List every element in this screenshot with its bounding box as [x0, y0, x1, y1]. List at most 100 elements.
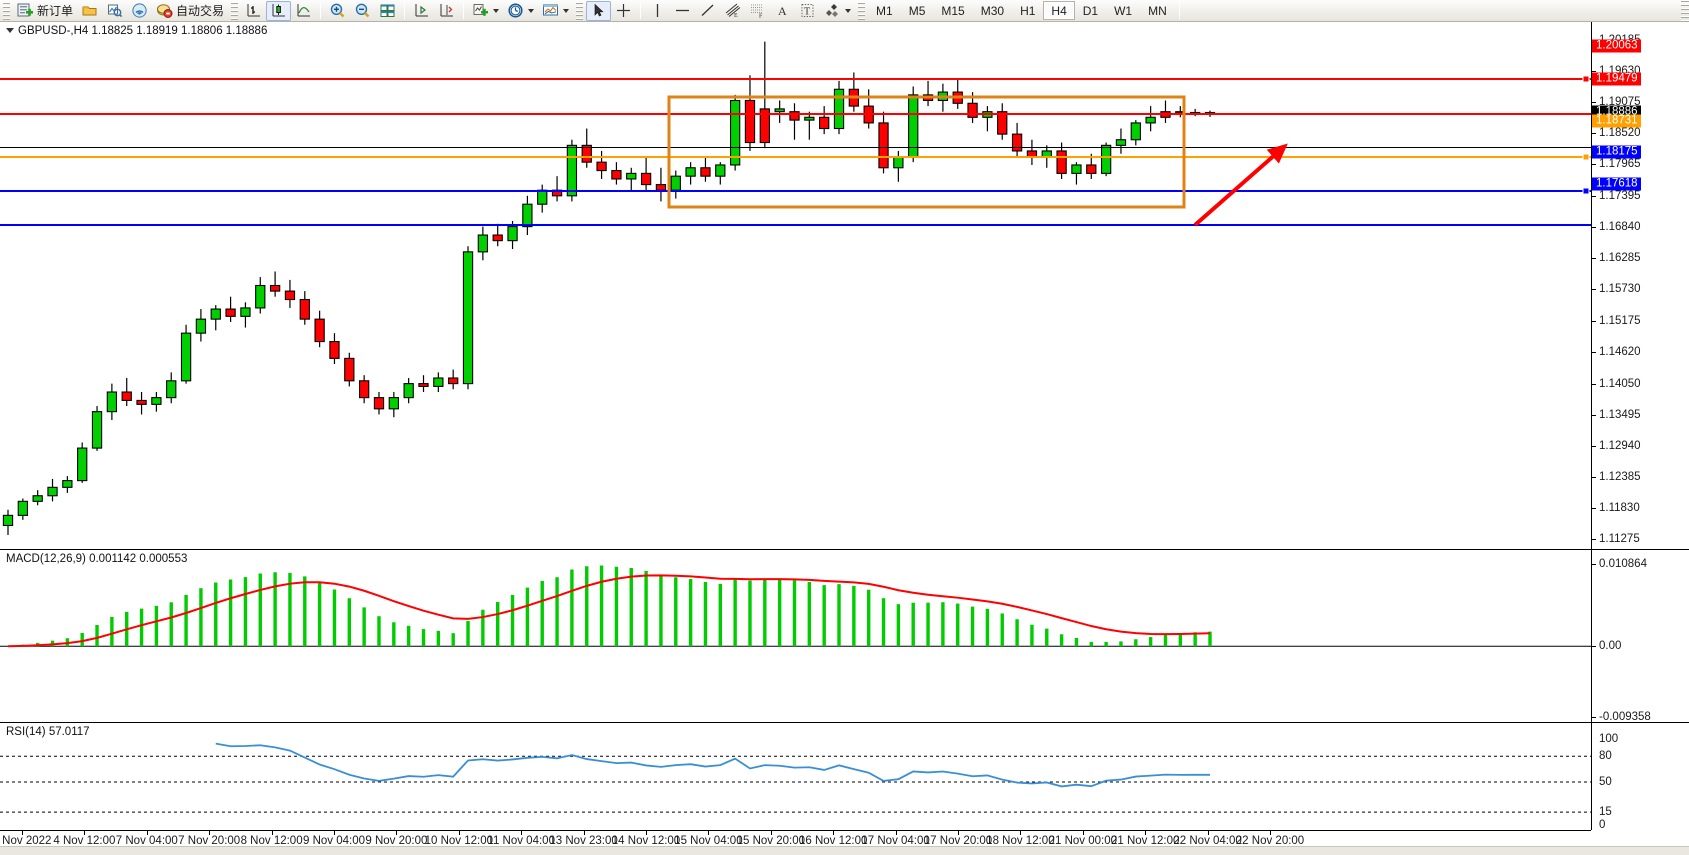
new-order-button[interactable]: 新订单: [13, 1, 77, 21]
price-tag-pivot-line[interactable]: 1.18731: [1592, 114, 1641, 128]
price-tick: [1592, 476, 1596, 478]
fibonacci-icon: F: [751, 4, 763, 19]
candle-body: [759, 108, 770, 144]
bullish-breakout-arrow[interactable]: [1193, 143, 1288, 227]
time-tick: [396, 831, 398, 835]
candle-body: [106, 391, 118, 413]
price-tick-label: 1.12940: [1599, 439, 1641, 452]
candlestick-chart-button[interactable]: [266, 0, 292, 21]
bar-chart-button[interactable]: [241, 1, 266, 21]
macd-axis[interactable]: 0.010864 0.00 -0.009358: [1591, 549, 1689, 723]
fibonacci-button[interactable]: F: [745, 1, 770, 21]
print-preview-button[interactable]: [102, 1, 127, 21]
vertical-line-button[interactable]: [645, 1, 670, 21]
indicators-icon: [473, 4, 489, 16]
chart-shift-icon: [415, 4, 429, 17]
macd-pane[interactable]: MACD(12,26,9) 0.001142 0.000553: [0, 549, 1591, 722]
cursor-button[interactable]: [586, 0, 612, 21]
shapes-dropdown-arrow[interactable]: [845, 8, 852, 13]
candle-body: [1130, 122, 1141, 141]
rsi-pane[interactable]: RSI(14) 57.0117: [0, 722, 1591, 830]
indicators-button[interactable]: [468, 1, 503, 21]
hline-resistance-120063[interactable]: [0, 78, 1591, 80]
horizontal-line-button[interactable]: [670, 1, 695, 21]
macd-tick-label: -0.009358: [1599, 711, 1651, 723]
toolbar-separator-3: [463, 2, 465, 19]
candle-body: [91, 411, 103, 449]
candle-body: [1011, 133, 1023, 152]
hline-support-117618[interactable]: [0, 224, 1591, 226]
toolbar-grip-3[interactable]: [576, 1, 584, 20]
price-pane[interactable]: GBPUSD-,H4 1.18825 1.18919 1.18806 1.188…: [0, 22, 1591, 549]
auto-trading-button[interactable]: 自动交易: [152, 1, 228, 21]
hline-pivot-118731[interactable]: [0, 156, 1591, 158]
macd-tick: [1592, 717, 1596, 718]
text-button[interactable]: A: [770, 1, 795, 21]
toolbar-grip-2[interactable]: [231, 1, 239, 20]
hline-last-price-118886[interactable]: [0, 147, 1591, 148]
price-tick-label: 1.18520: [1599, 127, 1641, 139]
rsi-tick-label: 0: [1599, 819, 1606, 831]
rsi-axis[interactable]: 100 80 50 15 0: [1591, 722, 1689, 831]
hline-resistance-119479[interactable]: [0, 113, 1591, 115]
price-axis[interactable]: 1.201851.196301.190751.185201.179651.173…: [1591, 22, 1689, 549]
crosshair-button[interactable]: [611, 1, 636, 21]
auto-scroll-button[interactable]: [434, 1, 459, 21]
timeframe-m1[interactable]: M1: [876, 4, 893, 18]
time-tick-label: 7 Nov 20:00: [178, 835, 241, 847]
timeframe-m30[interactable]: M30: [980, 4, 1005, 18]
text-label-button[interactable]: T: [795, 1, 820, 21]
toolbar-grip[interactable]: [3, 1, 10, 20]
time-tick-label: 15 Nov 04:00: [674, 835, 743, 847]
signals-button[interactable]: [127, 1, 152, 21]
line-chart-button[interactable]: [291, 1, 316, 21]
toolbar-grip-4[interactable]: [858, 1, 866, 20]
annotation-layer[interactable]: [0, 22, 1591, 549]
templates-dropdown-arrow[interactable]: [563, 8, 570, 13]
price-tag-support-line[interactable]: 1.18175: [1592, 145, 1641, 159]
candle-body: [804, 116, 815, 121]
timeframe-m5[interactable]: M5: [908, 4, 926, 18]
signals-icon: [132, 3, 147, 18]
consolidation-rectangle[interactable]: [667, 95, 1186, 209]
indicators-dropdown-arrow[interactable]: [493, 8, 500, 13]
price-tag-support-line[interactable]: 1.17618: [1592, 177, 1641, 191]
templates-button[interactable]: [538, 1, 573, 21]
price-tick: [1592, 383, 1596, 385]
timeframe-w1[interactable]: W1: [1114, 4, 1133, 18]
timeframe-m15[interactable]: M15: [941, 4, 965, 18]
text-icon: A: [778, 4, 787, 18]
timeframe-h4[interactable]: H4: [1043, 1, 1075, 20]
toolbar-grip-right[interactable]: [1681, 0, 1689, 22]
period-dropdown-arrow[interactable]: [528, 8, 535, 13]
candle-body: [522, 203, 533, 228]
hline-handle-118731[interactable]: [1582, 153, 1590, 161]
time-tick: [1207, 831, 1209, 835]
equidistant-channel-button[interactable]: E: [720, 1, 745, 21]
timeframe-mn[interactable]: MN: [1148, 4, 1167, 18]
candle-body: [1100, 144, 1112, 174]
price-tag-resistance-line[interactable]: 1.20063: [1592, 39, 1641, 53]
chart-shift-button[interactable]: [409, 1, 434, 21]
hline-handle-118175[interactable]: [1582, 187, 1590, 195]
tile-windows-button[interactable]: [375, 1, 400, 21]
zoom-out-button[interactable]: [350, 1, 375, 21]
time-tick-label: 9 Nov 20:00: [365, 835, 428, 847]
timeframe-d1[interactable]: D1: [1082, 4, 1099, 18]
chart-canvas[interactable]: GBPUSD-,H4 1.18825 1.18919 1.18806 1.188…: [0, 22, 1689, 855]
zoom-in-button[interactable]: [325, 1, 350, 21]
candle-body: [744, 99, 756, 144]
hline-support-118175[interactable]: [0, 190, 1591, 192]
timeframe-h1[interactable]: H1: [1020, 4, 1036, 18]
shapes-button[interactable]: [820, 1, 855, 21]
trendline-button[interactable]: [695, 1, 720, 21]
candle-body: [462, 251, 474, 385]
folder-button[interactable]: [77, 1, 102, 21]
price-tick-label: 1.14620: [1599, 345, 1641, 358]
hline-handle-120063[interactable]: [1582, 75, 1590, 83]
status-bar: [0, 846, 1689, 855]
macd-tick: [1592, 646, 1596, 648]
price-tag-resistance-line[interactable]: 1.19479: [1592, 72, 1641, 86]
time-tick: [271, 831, 273, 835]
period-button[interactable]: [503, 1, 538, 21]
